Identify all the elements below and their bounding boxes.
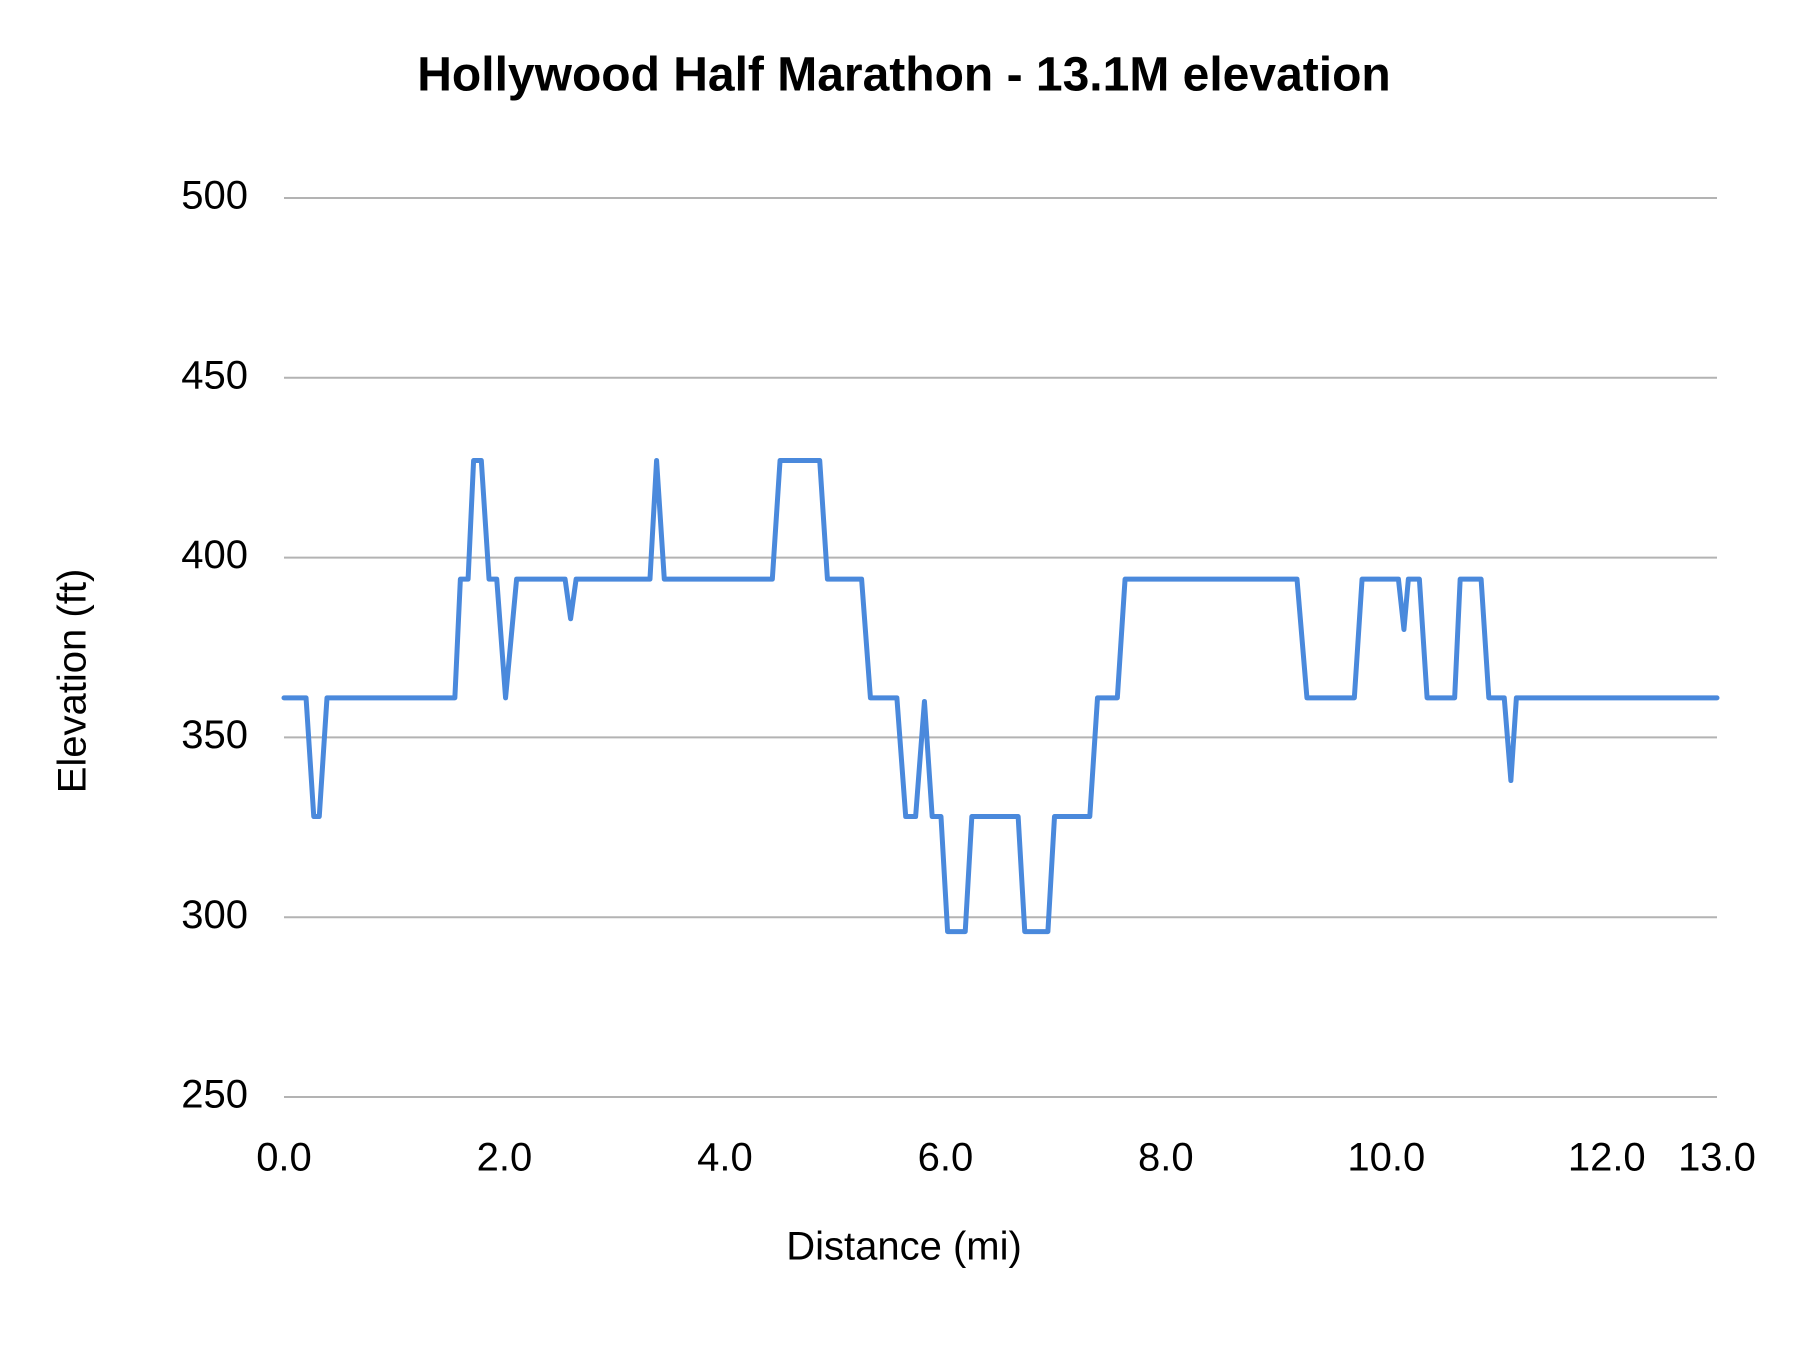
y-tick-label: 250 bbox=[181, 1073, 248, 1117]
x-tick-label: 0.0 bbox=[256, 1136, 312, 1180]
x-tick-label: 10.0 bbox=[1347, 1136, 1425, 1180]
y-tick-label: 500 bbox=[181, 174, 248, 218]
x-tick-label: 2.0 bbox=[477, 1136, 533, 1180]
y-tick-label: 400 bbox=[181, 533, 248, 577]
chart-title: Hollywood Half Marathon - 13.1M elevatio… bbox=[417, 49, 1390, 102]
elevation-line bbox=[281, 458, 1720, 935]
y-tick-label: 300 bbox=[181, 893, 248, 937]
y-tick-label: 350 bbox=[181, 713, 248, 757]
x-axis-title: Distance (mi) bbox=[786, 1225, 1022, 1269]
y-axis-title: Elevation (ft) bbox=[51, 569, 95, 794]
x-tick-label: 4.0 bbox=[697, 1136, 753, 1180]
x-tick-label: 6.0 bbox=[918, 1136, 974, 1180]
y-tick-label: 450 bbox=[181, 353, 248, 397]
x-tick-label: 13.0 bbox=[1678, 1136, 1756, 1180]
x-tick-label: 12.0 bbox=[1568, 1136, 1646, 1180]
x-tick-label: 8.0 bbox=[1138, 1136, 1194, 1180]
